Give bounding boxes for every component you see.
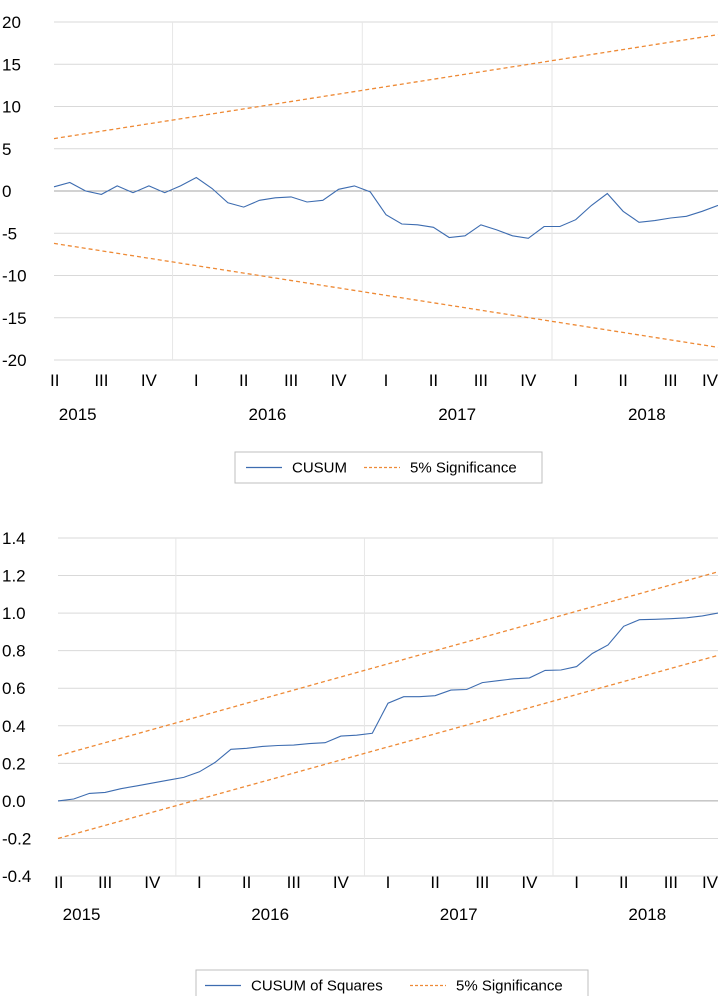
y-tick-label: 5 [2,140,11,159]
significance-line [57,654,718,840]
x-tick-label: III [475,873,489,892]
y-tick-label: 0.0 [2,792,26,811]
y-tick-label: -15 [2,309,27,328]
y-tick-label: 0.8 [2,642,26,661]
legend-label: CUSUM of Squares [251,978,383,995]
y-tick-label: 0 [2,182,11,201]
x-tick-label: I [194,371,199,390]
y-tick-label: 15 [2,55,21,74]
x-tick-label: II [54,873,63,892]
x-tick-label: I [197,873,202,892]
x-tick-label: IV [702,873,718,892]
legend: CUSUM of Squares 5% Significance [195,969,589,996]
series-line [53,176,718,239]
x-year-label: 2015 [59,405,97,424]
x-tick-label: I [574,873,579,892]
y-tick-label: 0.2 [2,754,26,773]
x-tick-label: IV [702,371,718,390]
x-tick-label: III [474,371,488,390]
x-tick-label: IV [144,873,161,892]
x-tick-label: III [664,873,678,892]
x-tick-label: III [663,371,677,390]
x-year-label: 2017 [438,405,476,424]
significance-line [53,242,718,348]
x-tick-label: II [50,371,59,390]
legend-box [234,451,543,484]
significance-line [57,571,718,757]
y-tick-label: -10 [2,267,27,286]
x-tick-label: IV [141,371,158,390]
legend-box [195,969,589,996]
y-tick-label: -0.2 [2,829,31,848]
x-tick-label: IV [520,371,537,390]
x-tick-label: III [284,371,298,390]
x-tick-label: II [619,873,628,892]
x-tick-label: II [242,873,251,892]
significance-line [53,34,718,140]
x-tick-label: II [239,371,248,390]
x-tick-label: III [98,873,112,892]
x-tick-label: IV [521,873,538,892]
legend-label: 5% Significance [410,460,517,477]
y-tick-label: 1.0 [2,604,26,623]
legend-label: 5% Significance [456,978,563,995]
y-tick-label: 10 [2,98,21,117]
x-tick-label: II [430,873,439,892]
x-tick-label: I [573,371,578,390]
x-year-label: 2016 [249,405,287,424]
x-tick-label: IV [331,371,348,390]
x-year-label: 2016 [251,905,289,924]
x-tick-label: I [384,371,389,390]
legend-label: CUSUM [292,460,347,477]
x-year-label: 2018 [628,905,666,924]
y-tick-label: 20 [2,13,21,32]
x-tick-label: III [94,371,108,390]
x-year-label: 2017 [440,905,478,924]
y-tick-label: -5 [2,224,17,243]
x-year-label: 2018 [628,405,666,424]
y-tick-label: 1.2 [2,567,26,586]
y-tick-label: 0.6 [2,679,26,698]
x-tick-label: II [618,371,627,390]
x-tick-label: IV [333,873,350,892]
x-tick-label: II [429,371,438,390]
y-tick-label: -20 [2,351,27,370]
y-tick-label: 1.4 [2,529,26,548]
x-year-label: 2015 [63,905,101,924]
y-tick-label: 0.4 [2,717,26,736]
x-tick-label: I [386,873,391,892]
cusum-of-squares-chart: 1.41.21.00.80.60.40.20.0-0.2-0.4 II III IV I… [2,529,718,996]
series-line [57,612,718,802]
y-tick-label: -0.4 [2,867,31,886]
legend: CUSUM 5% Significance [234,451,543,484]
x-tick-label: III [287,873,301,892]
